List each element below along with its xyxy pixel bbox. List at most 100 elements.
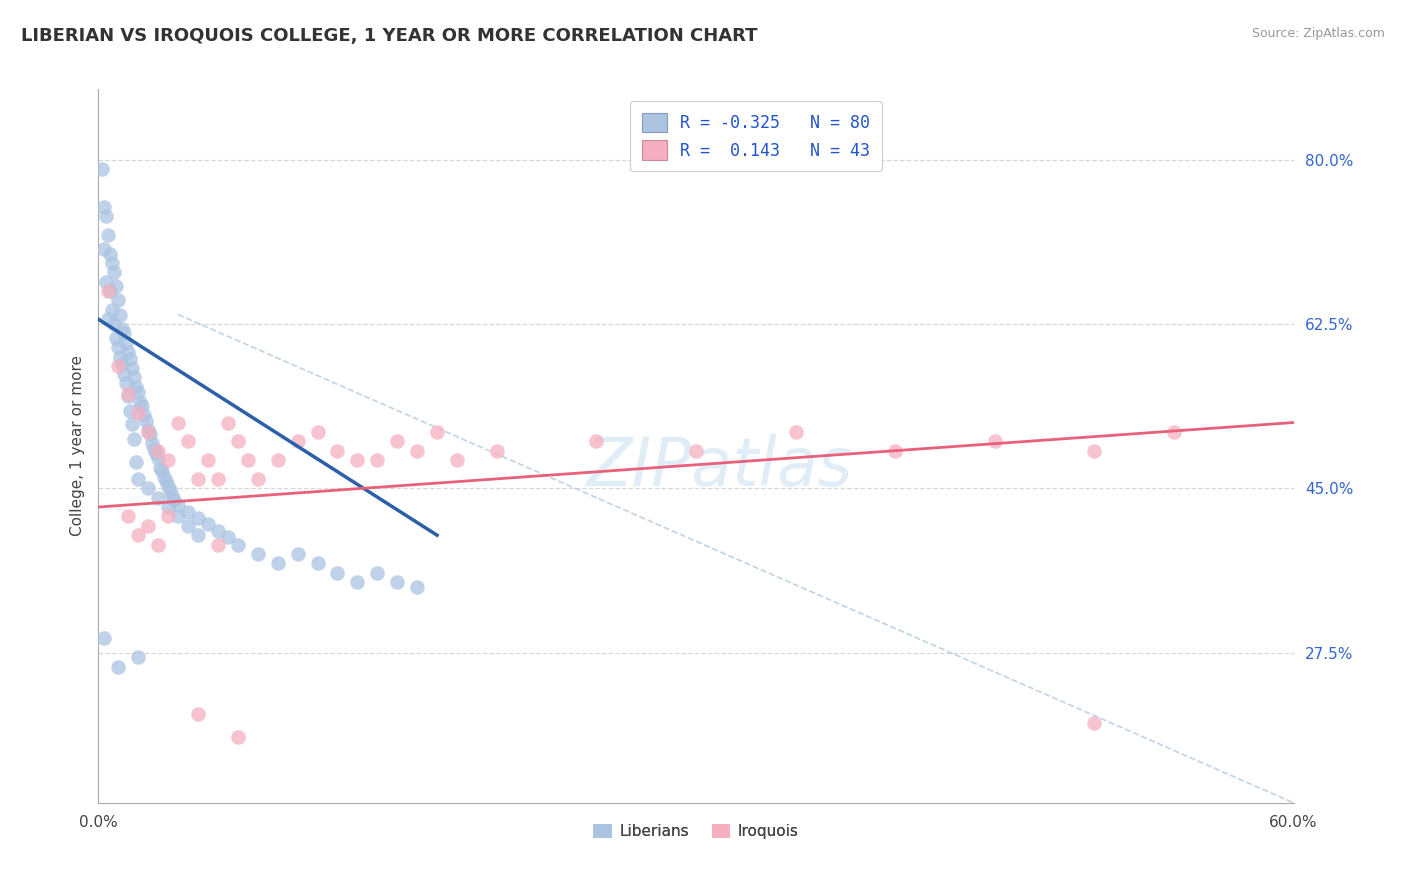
- Point: [167, 416, 190, 430]
- Point: [307, 425, 329, 439]
- Point: [121, 361, 143, 376]
- Point: [187, 511, 209, 525]
- Point: [406, 580, 429, 594]
- Point: [346, 575, 368, 590]
- Point: [287, 547, 309, 561]
- Point: [157, 453, 180, 467]
- Point: [226, 730, 249, 744]
- Point: [112, 326, 135, 341]
- Point: [136, 423, 159, 437]
- Point: [177, 434, 200, 449]
- Point: [131, 399, 153, 413]
- Point: [107, 293, 129, 308]
- Y-axis label: College, 1 year or more: College, 1 year or more: [69, 356, 84, 536]
- Point: [197, 453, 219, 467]
- Point: [148, 451, 170, 466]
- Point: [485, 443, 508, 458]
- Point: [98, 246, 122, 260]
- Text: LIBERIAN VS IROQUOIS COLLEGE, 1 YEAR OR MORE CORRELATION CHART: LIBERIAN VS IROQUOIS COLLEGE, 1 YEAR OR …: [21, 27, 758, 45]
- Point: [207, 524, 229, 538]
- Point: [685, 443, 707, 458]
- Point: [884, 443, 907, 458]
- Point: [163, 492, 186, 507]
- Point: [385, 434, 409, 449]
- Point: [149, 460, 172, 475]
- Text: Source: ZipAtlas.com: Source: ZipAtlas.com: [1251, 27, 1385, 40]
- Point: [446, 453, 468, 467]
- Point: [226, 538, 249, 552]
- Point: [105, 279, 128, 293]
- Point: [103, 317, 125, 331]
- Point: [246, 472, 269, 486]
- Point: [145, 445, 167, 459]
- Point: [127, 528, 149, 542]
- Point: [366, 453, 388, 467]
- Point: [136, 425, 159, 439]
- Point: [111, 321, 134, 335]
- Point: [129, 395, 152, 409]
- Point: [117, 509, 139, 524]
- Point: [117, 389, 139, 403]
- Point: [141, 436, 163, 450]
- Point: [115, 335, 138, 350]
- Point: [207, 472, 229, 486]
- Point: [326, 566, 349, 580]
- Point: [157, 509, 180, 524]
- Point: [153, 470, 176, 484]
- Point: [117, 345, 139, 359]
- Point: [112, 367, 135, 381]
- Point: [267, 557, 290, 571]
- Point: [127, 385, 149, 400]
- Point: [111, 357, 134, 371]
- Point: [127, 650, 149, 665]
- Point: [585, 434, 607, 449]
- Point: [187, 706, 209, 721]
- Point: [135, 414, 157, 428]
- Point: [217, 416, 239, 430]
- Point: [91, 161, 114, 176]
- Text: ZIPatlas: ZIPatlas: [586, 434, 853, 500]
- Point: [246, 547, 269, 561]
- Point: [97, 284, 120, 298]
- Point: [148, 491, 170, 505]
- Point: [136, 518, 159, 533]
- Point: [125, 455, 148, 469]
- Point: [117, 387, 139, 401]
- Point: [406, 443, 429, 458]
- Point: [326, 443, 349, 458]
- Point: [187, 472, 209, 486]
- Point: [157, 500, 180, 514]
- Point: [426, 425, 449, 439]
- Point: [307, 557, 329, 571]
- Point: [97, 312, 120, 326]
- Point: [346, 453, 368, 467]
- Point: [1083, 716, 1105, 731]
- Point: [236, 453, 259, 467]
- Point: [984, 434, 1007, 449]
- Point: [150, 464, 173, 478]
- Point: [107, 340, 129, 354]
- Point: [155, 474, 177, 488]
- Point: [101, 302, 124, 317]
- Point: [267, 453, 290, 467]
- Point: [148, 538, 170, 552]
- Point: [385, 575, 409, 590]
- Point: [127, 472, 149, 486]
- Point: [134, 408, 156, 422]
- Point: [96, 209, 118, 223]
- Point: [157, 479, 180, 493]
- Point: [93, 242, 115, 256]
- Point: [103, 265, 125, 279]
- Point: [148, 443, 170, 458]
- Point: [207, 538, 229, 552]
- Point: [107, 359, 129, 374]
- Point: [121, 417, 143, 432]
- Legend: Liberians, Iroquois: Liberians, Iroquois: [588, 818, 804, 845]
- Point: [177, 505, 200, 519]
- Point: [97, 227, 120, 242]
- Point: [125, 380, 148, 394]
- Point: [167, 509, 190, 524]
- Point: [1083, 443, 1105, 458]
- Point: [101, 256, 124, 270]
- Point: [287, 434, 309, 449]
